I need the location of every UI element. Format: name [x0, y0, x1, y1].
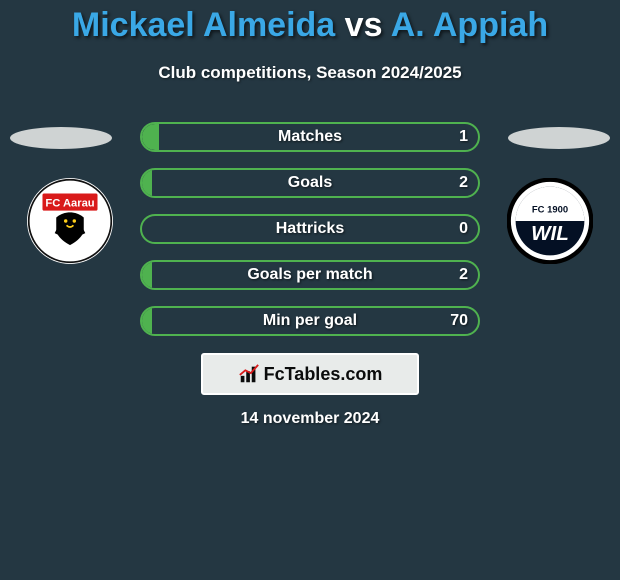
- date-text: 14 november 2024: [0, 410, 620, 428]
- subtitle: Club competitions, Season 2024/2025: [0, 63, 620, 83]
- stat-bar: Hattricks0: [140, 214, 480, 244]
- player-pedestal-left-icon: [10, 127, 112, 149]
- svg-text:WIL: WIL: [531, 222, 569, 245]
- stat-bar-label: Min per goal: [142, 312, 478, 330]
- page-title: Mickael Almeida vs A. Appiah: [0, 6, 620, 45]
- stats-bars: Matches1Goals2Hattricks0Goals per match2…: [140, 122, 480, 352]
- stat-bar-label: Matches: [142, 128, 478, 146]
- svg-text:FC Aarau: FC Aarau: [45, 197, 94, 209]
- svg-text:FC 1900: FC 1900: [532, 204, 568, 215]
- stat-bar: Matches1: [140, 122, 480, 152]
- bar-chart-icon: [238, 363, 260, 385]
- stat-bar-value: 0: [459, 220, 468, 238]
- title-player-2: A. Appiah: [391, 6, 548, 44]
- stat-bar-value: 70: [450, 312, 468, 330]
- stat-bar: Goals per match2: [140, 260, 480, 290]
- club-crest-right-icon: FC 1900 WIL: [507, 178, 593, 264]
- player-pedestal-right-icon: [508, 127, 610, 149]
- title-vs: vs: [345, 6, 383, 44]
- stat-bar-value: 2: [459, 174, 468, 192]
- stat-bar-value: 1: [459, 128, 468, 146]
- fctables-logo-text: FcTables.com: [264, 364, 383, 385]
- fctables-logo: FcTables.com: [201, 353, 419, 395]
- stat-bar-label: Goals per match: [142, 266, 478, 284]
- stat-bar-label: Goals: [142, 174, 478, 192]
- stat-bar-label: Hattricks: [142, 220, 478, 238]
- stat-bar: Goals2: [140, 168, 480, 198]
- stat-bar: Min per goal70: [140, 306, 480, 336]
- club-crest-left-icon: FC Aarau: [27, 178, 113, 264]
- stat-bar-value: 2: [459, 266, 468, 284]
- title-player-1: Mickael Almeida: [72, 6, 335, 44]
